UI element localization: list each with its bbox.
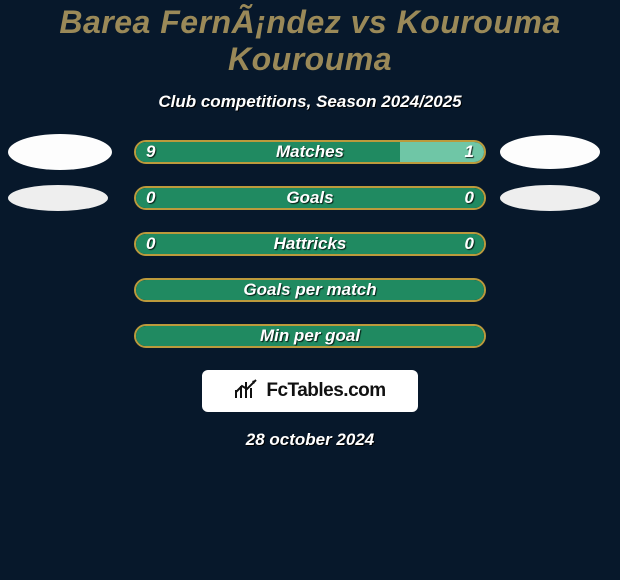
player-right-avatar <box>500 135 600 169</box>
stat-bar: Hattricks0 0 <box>134 232 486 256</box>
stat-label: Goals per match <box>136 280 484 300</box>
stat-label: Matches <box>136 142 484 162</box>
stat-row: Matches9 1 <box>0 140 620 164</box>
stat-bar: Goals0 0 <box>134 186 486 210</box>
brand-box: FcTables.com <box>202 370 418 412</box>
stat-value-right: 0 <box>465 188 474 208</box>
stat-label: Hattricks <box>136 234 484 254</box>
player-left-avatar <box>8 185 108 211</box>
brand-chart-icon <box>234 378 260 405</box>
stat-value-left: 0 <box>146 188 155 208</box>
page-title: Barea FernÃ¡ndez vs Kourouma Kourouma <box>0 0 620 78</box>
stat-row: Goals per match <box>0 278 620 302</box>
stat-label: Goals <box>136 188 484 208</box>
stat-bar: Goals per match <box>134 278 486 302</box>
brand-text: FcTables.com <box>266 380 385 402</box>
stat-label: Min per goal <box>136 326 484 346</box>
stat-row: Goals0 0 <box>0 186 620 210</box>
stat-value-left: 9 <box>146 142 155 162</box>
stat-bar: Matches9 1 <box>134 140 486 164</box>
comparison-rows: Matches91Goals00Hattricks00Goals per mat… <box>0 140 620 348</box>
stat-row: Min per goal <box>0 324 620 348</box>
stat-row: Hattricks0 0 <box>0 232 620 256</box>
stat-value-right: 1 <box>465 142 474 162</box>
subtitle: Club competitions, Season 2024/2025 <box>0 92 620 112</box>
player-right-avatar <box>500 185 600 211</box>
stat-bar: Min per goal <box>134 324 486 348</box>
stat-value-left: 0 <box>146 234 155 254</box>
date-text: 28 october 2024 <box>0 430 620 450</box>
stat-value-right: 0 <box>465 234 474 254</box>
player-left-avatar <box>8 134 112 170</box>
